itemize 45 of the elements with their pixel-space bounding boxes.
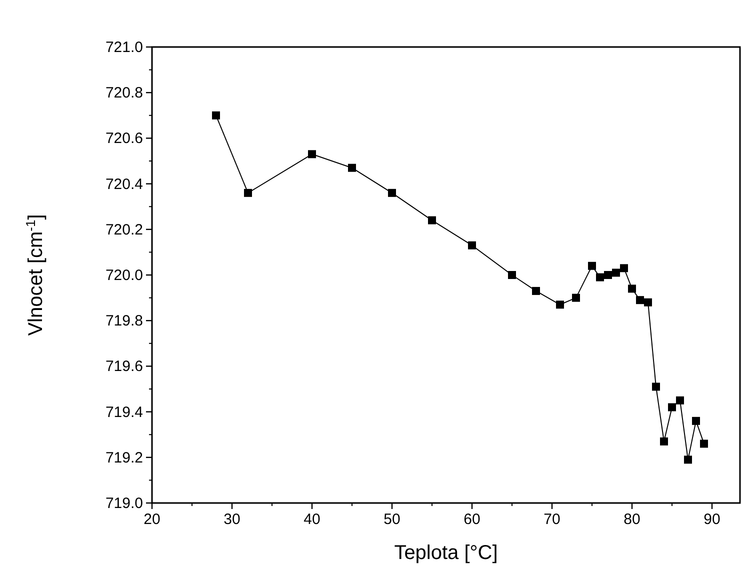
point — [676, 396, 684, 404]
x-axis-title: Teplota [°C] — [394, 542, 498, 564]
point — [700, 440, 708, 448]
point — [636, 296, 644, 304]
point — [508, 271, 516, 279]
point — [596, 273, 604, 282]
y-tick-label: 719.2 — [105, 449, 143, 466]
point — [572, 294, 580, 302]
point — [348, 164, 356, 172]
point — [644, 298, 652, 306]
point — [532, 286, 540, 295]
y-tick-label: 720.6 — [105, 130, 143, 148]
y-tick-label: 719.8 — [105, 312, 143, 330]
point — [620, 264, 628, 272]
point — [308, 150, 316, 158]
y-tick-label: 719.0 — [105, 495, 143, 512]
point — [692, 416, 700, 425]
point — [628, 284, 636, 293]
y-tick-label: 720.4 — [105, 176, 143, 193]
point — [684, 456, 692, 464]
point — [660, 437, 668, 446]
point — [468, 241, 476, 250]
point — [668, 403, 676, 412]
y-tick-label: 720.0 — [105, 267, 143, 284]
x-tick-label: 40 — [304, 511, 320, 528]
point — [244, 188, 252, 197]
x-tick-label: 50 — [384, 511, 400, 528]
y-tick-label: 719.4 — [105, 404, 143, 421]
point — [588, 262, 596, 270]
y-tick-label: 719.6 — [105, 358, 143, 376]
y-tick-label: 720.8 — [105, 84, 143, 102]
point — [212, 111, 220, 120]
y-tick-label: 720.2 — [105, 221, 143, 238]
x-tick-label: 70 — [544, 511, 560, 528]
point — [428, 216, 436, 224]
point — [556, 300, 564, 309]
x-tick-label: 60 — [464, 511, 480, 528]
x-tick-label: 80 — [624, 511, 640, 528]
x-tick-label: 90 — [704, 511, 720, 528]
y-tick-label: 721.0 — [105, 39, 143, 56]
point — [652, 382, 660, 391]
point — [388, 188, 396, 197]
point — [612, 268, 620, 277]
x-tick-label: 30 — [224, 511, 240, 528]
x-tick-label: 20 — [144, 511, 160, 528]
